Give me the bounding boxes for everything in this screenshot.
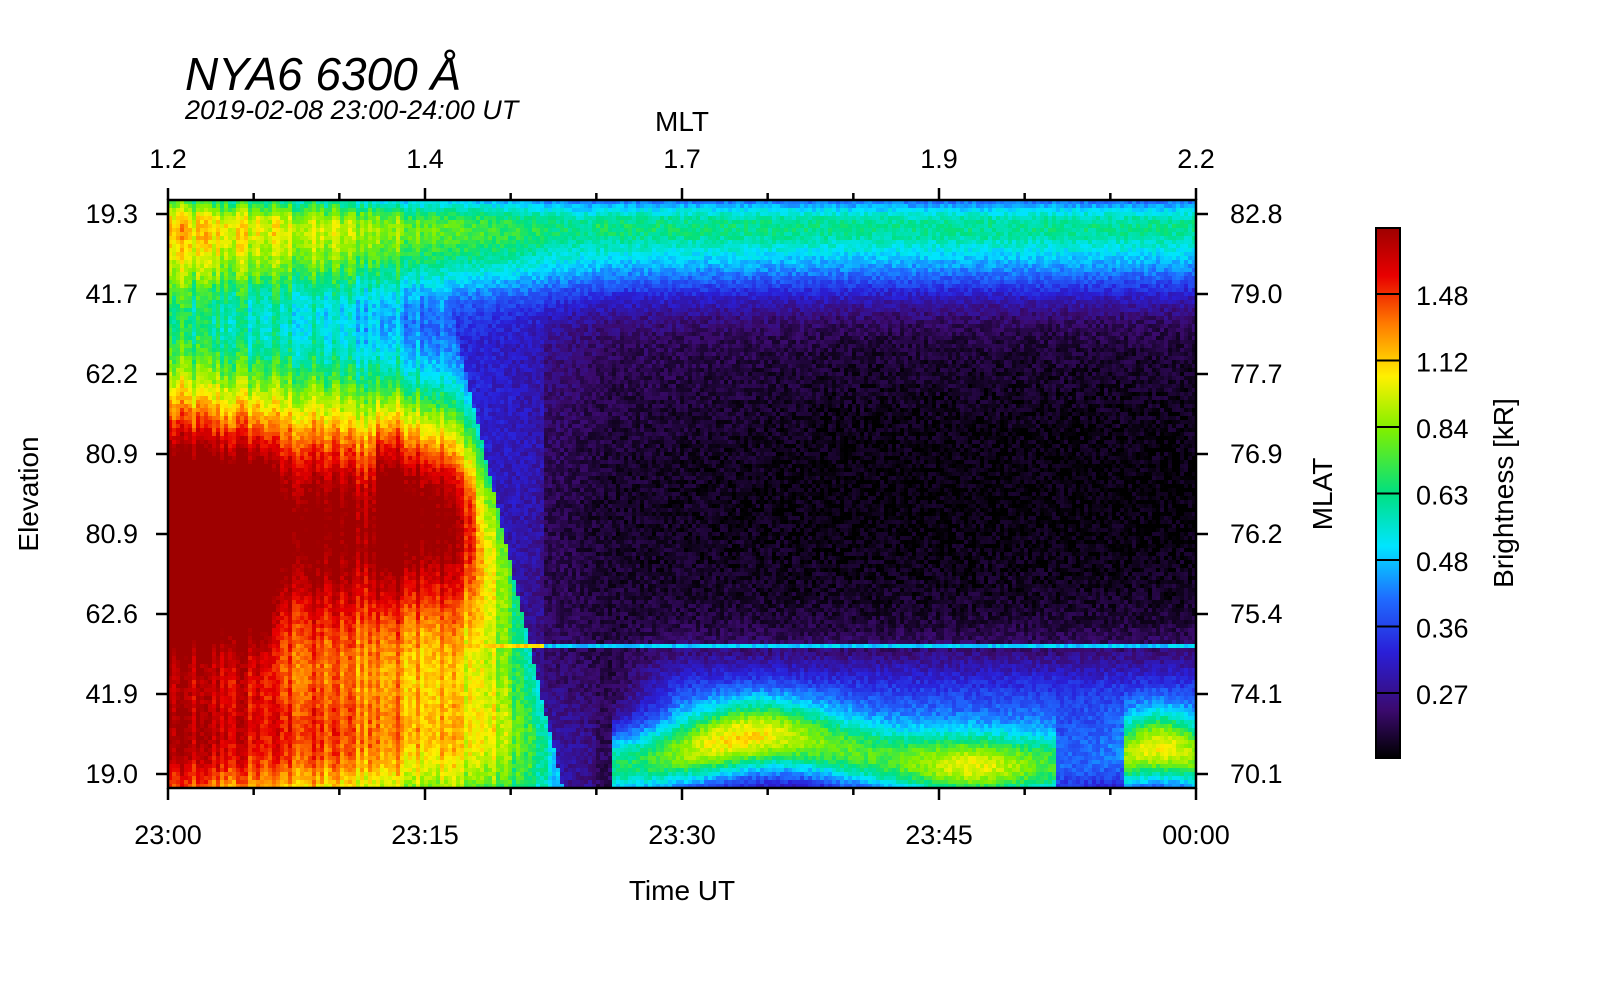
x-tick-label: 00:00 [1162,820,1230,850]
colorbar-label: Brightness [kR] [1488,398,1519,588]
x-tick-label: 23:45 [905,820,973,850]
y-axis-label: Elevation [13,436,44,551]
heatmap-canvas [168,200,1196,788]
y-tick-label: 62.6 [85,599,138,629]
colorbar-tick-label: 0.84 [1416,414,1469,444]
y-right-tick-label: 76.2 [1230,519,1283,549]
x-top-tick-label: 1.2 [149,144,187,174]
y-tick-label: 41.9 [85,679,138,709]
x-axis-top: 1.2 1.4 1.7 1.9 2.2 [149,144,1215,200]
x-top-tick-label: 1.7 [663,144,701,174]
y-right-tick-label: 79.0 [1230,279,1283,309]
y-axis-right: 82.8 79.0 77.7 76.9 76.2 75.4 74.1 70.1 [1196,199,1283,789]
y-axis-left: 19.3 41.7 62.2 80.9 80.9 62.6 41.9 19.0 [85,199,168,789]
y-right-tick-label: 77.7 [1230,359,1283,389]
y-right-tick-label: 76.9 [1230,439,1283,469]
chart-title: NYA6 6300 Å [185,48,461,100]
chart-subtitle: 2019-02-08 23:00-24:00 UT [184,95,521,125]
y-tick-label: 80.9 [85,519,138,549]
y-right-tick-label: 82.8 [1230,199,1283,229]
x-top-axis-label: MLT [655,106,709,137]
x-axis-bottom: 23:00 23:15 23:30 23:45 00:00 [134,788,1230,850]
colorbar: 1.48 1.12 0.84 0.63 0.48 0.36 0.27 Brightness … [1375,227,1519,759]
y-right-tick-label: 74.1 [1230,679,1283,709]
heatmap [168,200,1196,788]
x-top-tick-label: 1.9 [920,144,958,174]
x-tick-label: 23:15 [391,820,459,850]
y-right-axis-label: MLAT [1307,458,1338,531]
y-tick-label: 41.7 [85,279,138,309]
y-tick-label: 19.0 [85,759,138,789]
colorbar-tick-label: 0.48 [1416,547,1469,577]
y-tick-label: 80.9 [85,439,138,469]
colorbar-tick-label: 0.63 [1416,481,1469,511]
colorbar-ticks: 1.48 1.12 0.84 0.63 0.48 0.36 0.27 [1376,281,1469,710]
colorbar-tick-label: 0.27 [1416,680,1469,710]
colorbar-tick-label: 1.48 [1416,281,1469,311]
x-axis-label: Time UT [629,875,735,906]
colorbar-tick-label: 0.36 [1416,614,1469,644]
y-tick-label: 62.2 [85,359,138,389]
x-top-tick-label: 2.2 [1177,144,1215,174]
colorbar-tick-label: 1.12 [1416,348,1469,378]
y-right-tick-label: 70.1 [1230,759,1283,789]
x-top-tick-label: 1.4 [406,144,444,174]
y-right-tick-label: 75.4 [1230,599,1283,629]
y-tick-label: 19.3 [85,199,138,229]
x-tick-label: 23:30 [648,820,716,850]
x-tick-label: 23:00 [134,820,202,850]
